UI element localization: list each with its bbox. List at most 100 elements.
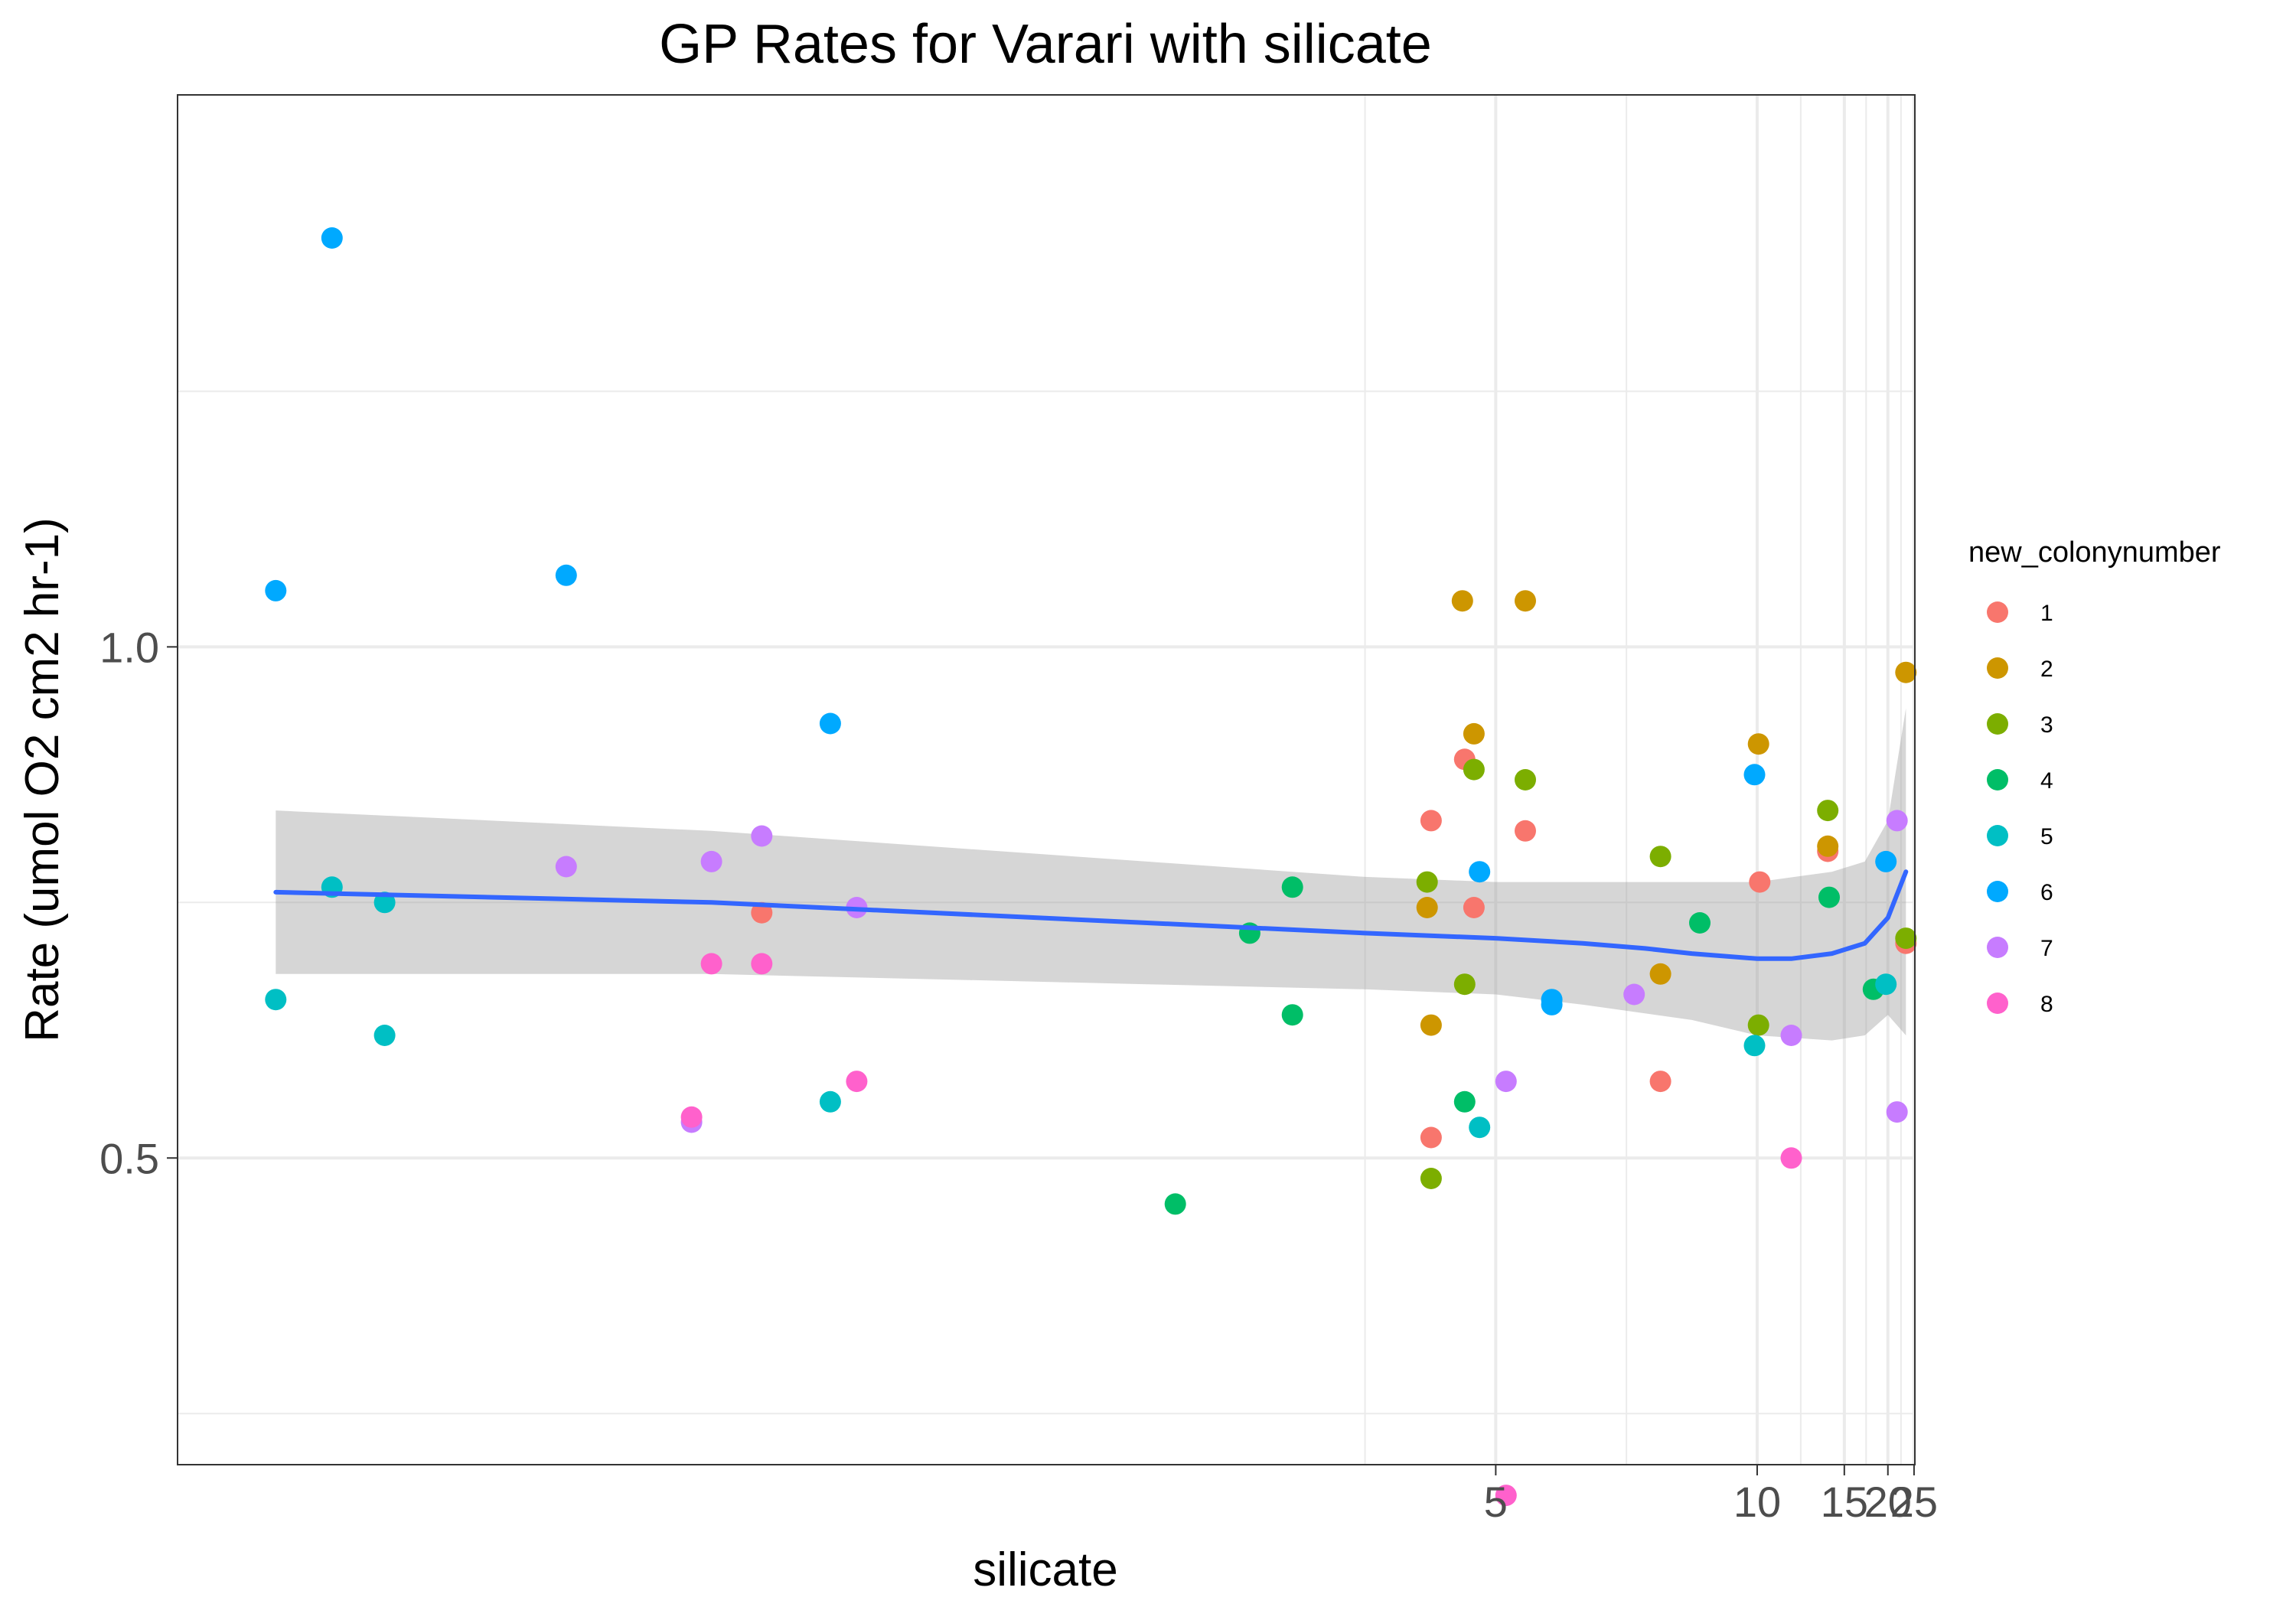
data-point-colony-6 xyxy=(1875,850,1897,872)
data-point-colony-2 xyxy=(1420,1014,1442,1036)
data-point-colony-2 xyxy=(1649,963,1671,985)
data-point-colony-7 xyxy=(751,825,773,847)
smooth-line xyxy=(273,869,1909,961)
data-point-colony-8 xyxy=(700,953,722,975)
data-point-colony-3 xyxy=(1453,973,1476,996)
x-tick-label: 25 xyxy=(1890,1478,1938,1526)
data-point-colony-2 xyxy=(1416,897,1438,918)
data-point-colony-3 xyxy=(1817,800,1839,822)
data-points-layer xyxy=(265,227,1917,1507)
legend-key-3 xyxy=(1987,713,2008,735)
confidence-ribbon-layer xyxy=(276,708,1906,1041)
data-point-colony-7 xyxy=(700,850,722,872)
data-point-colony-3 xyxy=(1463,758,1485,781)
data-point-colony-3 xyxy=(1420,1168,1442,1189)
data-point-colony-2 xyxy=(1895,661,1917,683)
data-point-colony-7 xyxy=(1886,810,1908,832)
plot-border xyxy=(177,94,1916,1465)
data-point-colony-3 xyxy=(1515,769,1536,790)
legend-title: new_colonynumber xyxy=(1968,536,2221,569)
data-point-colony-5 xyxy=(1743,1035,1766,1057)
data-point-colony-3 xyxy=(1747,1014,1769,1036)
legend-label-8: 8 xyxy=(2040,992,2053,1017)
data-point-colony-7 xyxy=(1495,1071,1517,1093)
data-point-colony-4 xyxy=(1281,876,1303,898)
data-point-colony-6 xyxy=(265,579,287,601)
legend-key-2 xyxy=(1987,657,2008,679)
data-point-colony-2 xyxy=(1515,590,1536,612)
data-point-colony-2 xyxy=(1747,733,1769,755)
data-point-colony-6 xyxy=(1743,764,1766,786)
data-point-colony-6 xyxy=(321,227,343,249)
data-point-colony-5 xyxy=(265,989,287,1011)
y-axis-title: Rate (umol O2 cm2 hr-1) xyxy=(16,517,69,1042)
data-point-colony-4 xyxy=(1689,912,1711,934)
chart-title: GP Rates for Varari with silicate xyxy=(659,14,1432,75)
y-tick-label: 1.0 xyxy=(99,623,159,671)
x-tick-label: 15 xyxy=(1821,1478,1868,1526)
data-point-colony-1 xyxy=(1749,871,1771,893)
legend-label-7: 7 xyxy=(2040,936,2053,961)
major-gridlines xyxy=(178,95,1916,1465)
data-point-colony-7 xyxy=(1886,1101,1908,1123)
confidence-ribbon xyxy=(276,708,1906,1041)
data-point-colony-4 xyxy=(1453,1090,1476,1113)
data-point-colony-3 xyxy=(1416,871,1438,893)
legend-key-4 xyxy=(1987,769,2008,790)
data-point-colony-6 xyxy=(819,712,841,735)
data-point-colony-1 xyxy=(1420,1126,1442,1149)
data-point-colony-8 xyxy=(751,953,773,975)
data-point-colony-4 xyxy=(1818,886,1840,908)
data-point-colony-1 xyxy=(1515,820,1536,842)
x-tick-label: 10 xyxy=(1733,1478,1781,1526)
legend: new_colonynumber 1 2 3 4 5 6 7 8 xyxy=(1968,536,2221,1017)
legend-key-1 xyxy=(1987,601,2008,623)
y-axis-ticks: 0.5 1.0 xyxy=(99,623,178,1182)
data-point-colony-4 xyxy=(1164,1193,1186,1215)
x-axis-title: silicate xyxy=(973,1543,1118,1596)
legend-label-3: 3 xyxy=(2040,712,2053,738)
y-tick-label: 0.5 xyxy=(99,1134,159,1182)
data-point-colony-5 xyxy=(373,1025,396,1046)
legend-key-7 xyxy=(1987,937,2008,958)
legend-label-6: 6 xyxy=(2040,880,2053,905)
minor-gridlines xyxy=(178,95,1915,1465)
legend-items: 1 2 3 4 5 6 7 8 xyxy=(1987,601,2053,1017)
x-tick-label: 20 xyxy=(1864,1478,1912,1526)
legend-key-5 xyxy=(1987,825,2008,846)
data-point-colony-6 xyxy=(1469,861,1491,883)
data-point-colony-2 xyxy=(1451,590,1473,612)
data-point-colony-3 xyxy=(1895,927,1917,950)
smooth-line-layer xyxy=(273,869,1909,961)
data-point-colony-5 xyxy=(1875,973,1897,996)
data-point-colony-2 xyxy=(1817,835,1839,857)
data-point-colony-6 xyxy=(555,564,577,586)
data-point-colony-1 xyxy=(1420,810,1442,832)
data-point-colony-8 xyxy=(846,1071,868,1093)
data-point-colony-8 xyxy=(1495,1485,1517,1507)
data-point-colony-3 xyxy=(1649,846,1671,868)
data-point-colony-7 xyxy=(1623,983,1645,1006)
data-point-colony-2 xyxy=(1463,722,1485,745)
data-point-colony-8 xyxy=(680,1106,703,1128)
legend-label-2: 2 xyxy=(2040,657,2053,682)
data-point-colony-5 xyxy=(1469,1116,1491,1139)
legend-label-4: 4 xyxy=(2040,768,2053,794)
legend-label-5: 5 xyxy=(2040,824,2053,849)
data-point-colony-6 xyxy=(1541,993,1563,1015)
data-point-colony-7 xyxy=(1780,1025,1802,1046)
data-point-colony-4 xyxy=(1281,1004,1303,1026)
legend-key-6 xyxy=(1987,881,2008,902)
plot-panel xyxy=(177,94,1917,1507)
legend-key-8 xyxy=(1987,993,2008,1014)
data-point-colony-5 xyxy=(819,1090,841,1113)
x-tick-label: 5 xyxy=(1484,1478,1508,1526)
data-point-colony-1 xyxy=(1463,897,1485,918)
data-point-colony-7 xyxy=(555,856,577,878)
legend-label-1: 1 xyxy=(2040,601,2053,626)
plot-background xyxy=(178,95,1915,1465)
data-point-colony-1 xyxy=(1649,1071,1671,1093)
data-point-colony-8 xyxy=(1780,1147,1802,1169)
